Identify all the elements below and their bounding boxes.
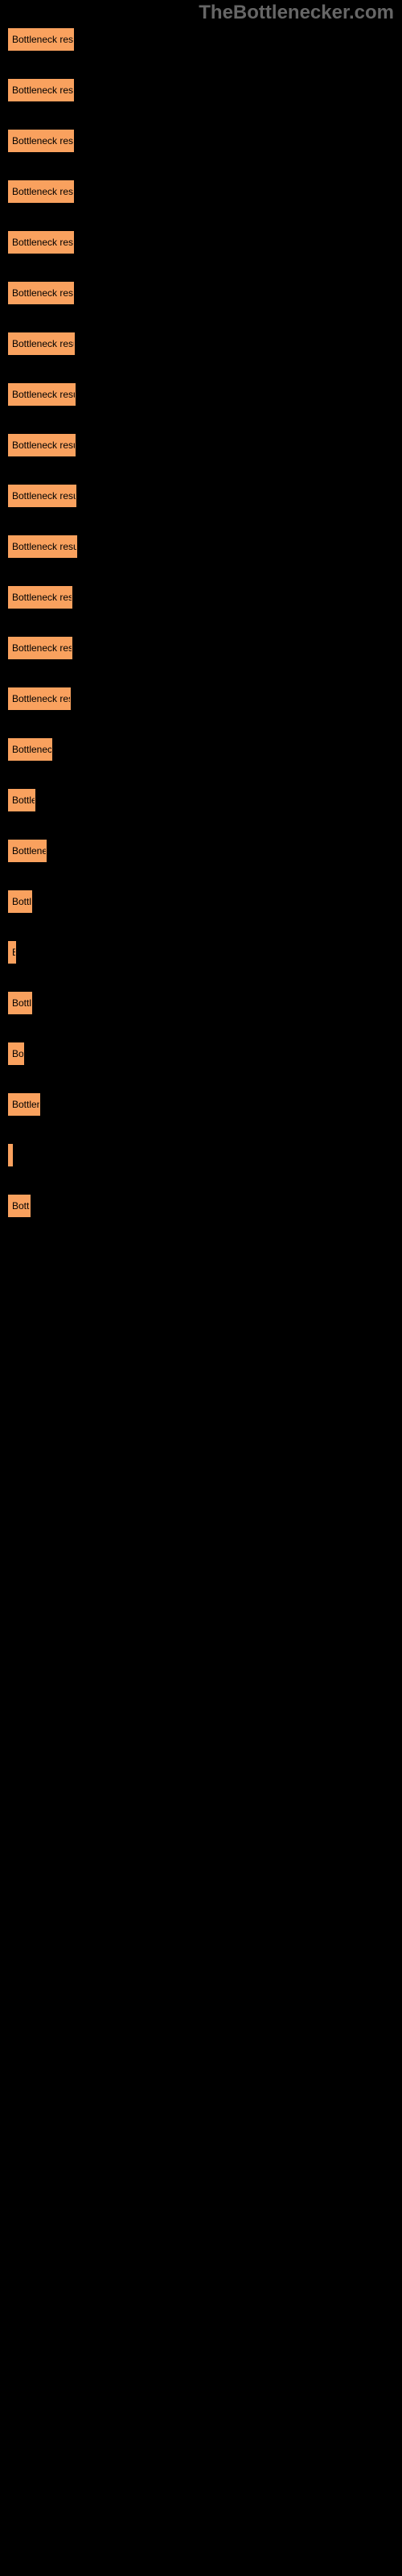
bar-row: Bottleneck result (8, 637, 394, 659)
chart-bar: Bottleneck result (8, 282, 74, 304)
bar-row: Bottleneck result (8, 383, 394, 406)
chart-bar: Bottleneck result (8, 1195, 31, 1217)
chart-bar: Bottleneck result (8, 231, 74, 254)
bar-row: Bottleneck result (8, 231, 394, 254)
bar-row: Bottleneck result (8, 1042, 394, 1065)
bar-row: Bottleneck result (8, 434, 394, 456)
chart-bar: Bottleneck result (8, 738, 52, 761)
bar-row: Bottleneck result (8, 687, 394, 710)
chart-bar: Bottleneck result (8, 28, 74, 51)
chart-bar: Bottleneck result (8, 535, 77, 558)
chart-bar: Bottleneck result (8, 130, 74, 152)
bar-chart: Bottleneck result Bottleneck result Bottle… (0, 0, 402, 1261)
bar-row: Bottleneck result (8, 332, 394, 355)
bar-row: Bottleneck result (8, 586, 394, 609)
chart-bar: Bottleneck result (8, 890, 32, 913)
bar-row: Bottleneck result (8, 28, 394, 51)
watermark-text: TheBottlenecker.com (199, 2, 394, 24)
bar-row: Bottleneck result (8, 282, 394, 304)
chart-bar: Bottleneck result (8, 485, 76, 507)
bar-row: Bottleneck result (8, 1195, 394, 1217)
chart-bar: Bottleneck result (8, 586, 72, 609)
bar-row: Bottleneck result (8, 992, 394, 1014)
chart-bar: Bottleneck result (8, 383, 76, 406)
bar-row: Bottleneck result (8, 1144, 394, 1166)
chart-bar: Bottleneck result (8, 79, 74, 101)
chart-bar: Bottleneck result (8, 1093, 40, 1116)
chart-bar: Bottleneck result (8, 434, 76, 456)
bar-row: Bottleneck result (8, 130, 394, 152)
bar-row: Bottleneck result (8, 535, 394, 558)
bar-row: Bottleneck result (8, 1093, 394, 1116)
chart-bar: Bottleneck result (8, 637, 72, 659)
bar-row: Bottleneck result (8, 789, 394, 811)
chart-bar: Bottleneck result (8, 1144, 13, 1166)
bar-row: Bottleneck result (8, 79, 394, 101)
bar-row: Bottleneck result (8, 840, 394, 862)
chart-bar: Bottleneck result (8, 941, 16, 964)
bar-row: Bottleneck result (8, 890, 394, 913)
bar-row: Bottleneck result (8, 941, 394, 964)
bar-row: Bottleneck result (8, 180, 394, 203)
chart-bar: Bottleneck result (8, 332, 75, 355)
bar-row: Bottleneck result (8, 485, 394, 507)
chart-bar: Bottleneck result (8, 1042, 24, 1065)
chart-bar: Bottleneck result (8, 992, 32, 1014)
chart-bar: Bottleneck result (8, 180, 74, 203)
bar-row: Bottleneck result (8, 738, 394, 761)
chart-bar: Bottleneck result (8, 687, 71, 710)
chart-bar: Bottleneck result (8, 840, 47, 862)
chart-bar: Bottleneck result (8, 789, 35, 811)
